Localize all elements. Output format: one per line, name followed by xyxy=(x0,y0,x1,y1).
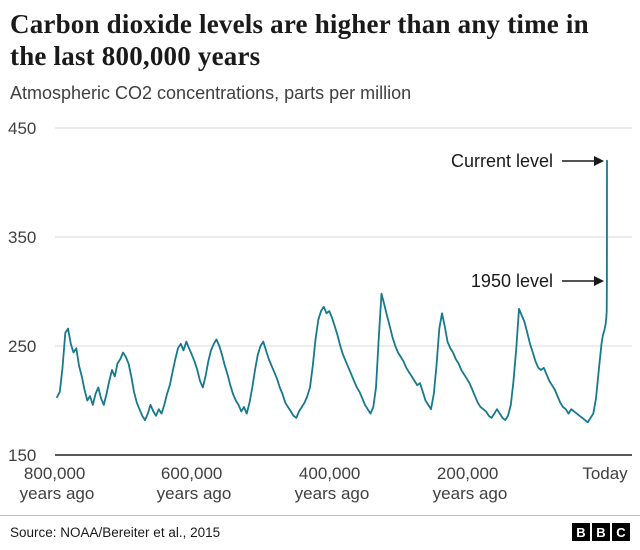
xtick-800000: 800,000 years ago xyxy=(20,464,95,503)
x-axis-labels: 800,000 years ago 600,000 years ago 400,… xyxy=(20,464,629,503)
bbc-logo-block-b1: B xyxy=(572,523,590,541)
footer: Source: NOAA/Bereiter et al., 2015 B B C xyxy=(0,515,640,550)
co2-line-series xyxy=(56,159,608,423)
current-level-arrowhead-icon xyxy=(594,155,604,166)
co2-line-chart: 450 350 250 150 Current level 1950 level… xyxy=(0,108,640,511)
chart-canvas: 450 350 250 150 Current level 1950 level… xyxy=(8,119,632,503)
source-text: Source: NOAA/Bereiter et al., 2015 xyxy=(10,524,221,540)
annotation-current-level: Current level xyxy=(451,151,604,171)
xtick-600000: 600,000 years ago xyxy=(157,464,232,503)
xtick-200000: 200,000 years ago xyxy=(433,464,508,503)
gridlines xyxy=(55,127,632,456)
bbc-logo: B B C xyxy=(572,523,630,541)
current-level-label: Current level xyxy=(451,151,553,171)
1950-level-arrowhead-icon xyxy=(594,275,604,286)
1950-level-label: 1950 level xyxy=(471,271,553,291)
bbc-logo-block-b2: B xyxy=(592,523,610,541)
xtick-400000: 400,000 years ago xyxy=(295,464,370,503)
ytick-350: 350 xyxy=(8,228,36,247)
chart-subtitle: Atmospheric CO2 concentrations, parts pe… xyxy=(10,82,412,103)
xtick-today: Today xyxy=(582,464,628,483)
ytick-150: 150 xyxy=(8,446,36,465)
ytick-250: 250 xyxy=(8,337,36,356)
y-axis-labels: 450 350 250 150 xyxy=(8,119,36,465)
annotation-1950-level: 1950 level xyxy=(471,271,604,291)
ytick-450: 450 xyxy=(8,119,36,138)
chart-header: Carbon dioxide levels are higher than an… xyxy=(0,0,640,104)
bbc-logo-block-c: C xyxy=(612,523,630,541)
chart-title: Carbon dioxide levels are higher than an… xyxy=(10,9,589,72)
